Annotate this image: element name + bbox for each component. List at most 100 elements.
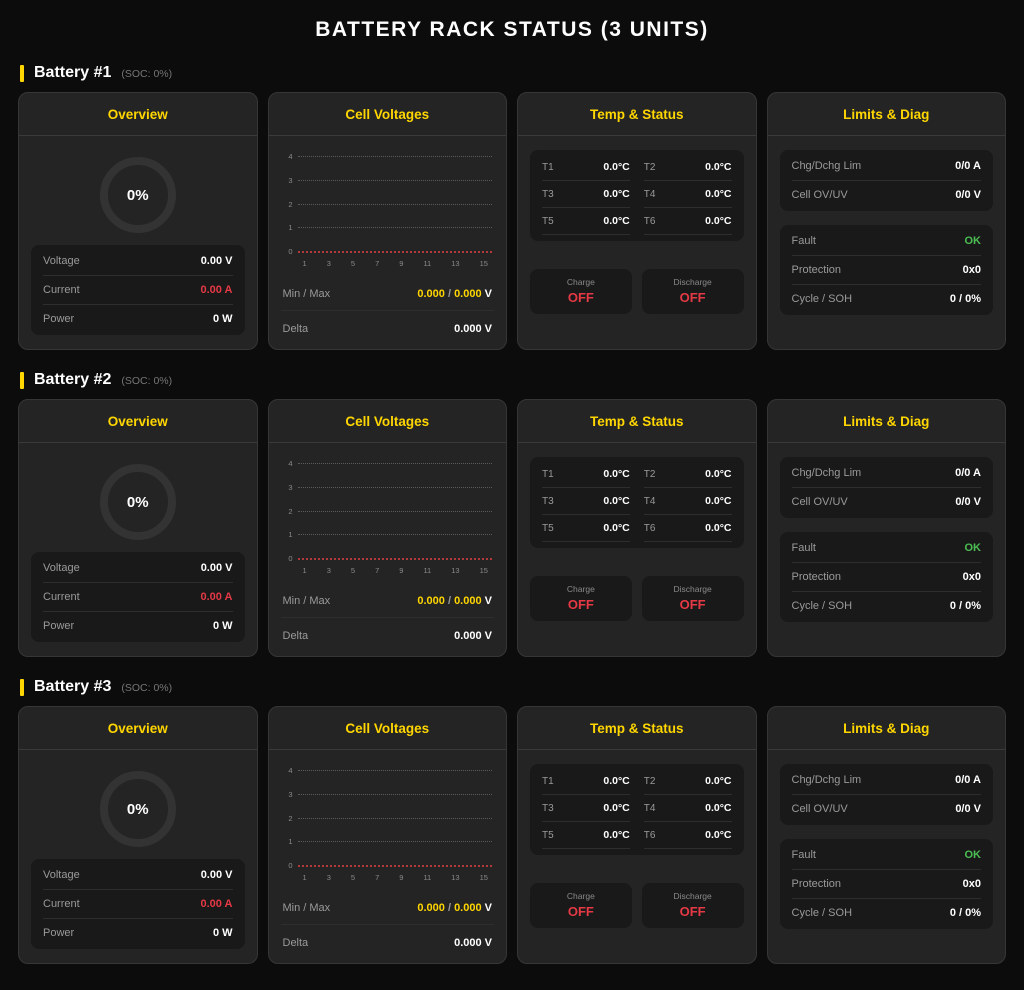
current-label: Current [43, 898, 80, 910]
x-axis-tick: 11 [423, 873, 432, 882]
temp-value: 0.0°C [705, 829, 732, 841]
max-value: 0.000 [454, 288, 482, 300]
y-axis-tick: 0 [288, 861, 293, 870]
temp-value: 0.0°C [603, 829, 630, 841]
delta-row: Delta 0.000 V [281, 925, 495, 951]
y-axis-tick: 1 [288, 837, 293, 847]
charge-status-box: Charge OFF [530, 269, 632, 314]
temp-label: T1 [542, 161, 554, 173]
delta-row: Delta 0.000 V [281, 618, 495, 644]
card-title: Limits & Diag [843, 107, 930, 122]
charge-label: Charge [566, 584, 595, 594]
card-title: Cell Voltages [345, 107, 430, 122]
temp-row: T2 0.0°C [643, 154, 732, 181]
power-value: 0 W [212, 620, 233, 632]
card-title: Temp & Status [589, 721, 684, 736]
temp-value: 0.0°C [705, 188, 732, 200]
temp-row: T3 0.0°C [542, 795, 630, 822]
x-axis-tick: 1 [302, 873, 307, 882]
card-title: Overview [107, 721, 168, 736]
cycle-soh-row: Cycle / SOH 0 / 0% [792, 592, 982, 620]
minmax-separator: / [444, 595, 455, 607]
cell-voltage-chart: 4 3 2 1 [283, 459, 492, 563]
temp-label: T6 [643, 215, 656, 227]
x-axis-tick: 5 [350, 259, 356, 268]
temp-label: T3 [542, 188, 554, 200]
minmax-value: 0.000 / 0.000 V [417, 595, 492, 607]
chg-dchg-lim-label: Chg/Dchg Lim [791, 160, 862, 172]
chg-dchg-lim-row: Chg/Dchg Lim 0/0 A [791, 766, 981, 795]
fault-label: Fault [791, 235, 816, 247]
minmax-unit: V [481, 595, 492, 607]
temp-label: T2 [643, 775, 656, 787]
x-axis-tick: 1 [302, 566, 307, 575]
temp-row: T6 0.0°C [643, 208, 732, 235]
discharge-status-box: Discharge OFF [641, 576, 744, 621]
overview-card: Overview 0% Voltage 0.00 V C [18, 399, 258, 657]
temp-label: T2 [643, 468, 656, 480]
soc-gauge: 0% [99, 464, 176, 540]
battery-section: Battery #2 (SOC: 0%) Overview 0% [18, 371, 1006, 657]
card-title: Overview [107, 414, 168, 429]
cycle-soh-row: Cycle / SOH 0 / 0% [792, 899, 982, 927]
card-title: Overview [107, 107, 168, 122]
soc-note: (SOC: 0%) [121, 68, 173, 80]
temp-label: T3 [542, 802, 554, 814]
y-axis-tick: 0 [288, 554, 293, 563]
temp-label: T4 [643, 495, 656, 507]
x-axis-tick: 13 [451, 873, 460, 882]
y-axis-tick: 1 [288, 223, 293, 233]
fault-row: Fault OK [791, 841, 981, 870]
battery-section: Battery #1 (SOC: 0%) Overview 0% [18, 64, 1006, 350]
temp-value: 0.0°C [705, 522, 732, 534]
x-axis: 1 3 5 7 9 11 13 15 [303, 873, 489, 882]
cell-voltage-chart: 4 3 2 1 [283, 152, 492, 256]
x-axis-tick: 3 [326, 566, 331, 575]
gridline [297, 841, 492, 843]
x-axis-tick: 13 [451, 566, 460, 575]
voltage-label: Voltage [43, 255, 80, 267]
discharge-status-box: Discharge OFF [641, 883, 744, 928]
delta-value: 0.000 V [454, 630, 492, 642]
temp-row: T1 0.0°C [542, 768, 630, 795]
minmax-unit: V [481, 902, 492, 914]
temp-value: 0.0°C [705, 161, 732, 173]
protection-row: Protection 0x0 [791, 256, 981, 285]
voltage-value: 0.00 V [200, 255, 233, 267]
cell-ovuv-value: 0/0 V [955, 803, 981, 815]
delta-value: 0.000 V [454, 323, 492, 335]
page-title: BATTERY RACK STATUS (3 UNITS) [315, 18, 709, 41]
max-value: 0.000 [454, 902, 482, 914]
x-axis: 1 3 5 7 9 11 13 15 [303, 566, 489, 575]
chg-dchg-lim-row: Chg/Dchg Lim 0/0 A [791, 152, 981, 181]
temp-label: T6 [643, 829, 656, 841]
voltage-value: 0.00 V [200, 562, 233, 574]
temp-value: 0.0°C [603, 495, 630, 507]
fault-row: Fault OK [791, 534, 981, 563]
minmax-unit: V [481, 288, 492, 300]
cell-voltages-card: Cell Voltages 4 3 2 [267, 706, 507, 964]
cycle-soh-value: 0 / 0% [949, 293, 981, 305]
cycle-soh-value: 0 / 0% [949, 907, 981, 919]
current-row: Current 0.00 A [43, 890, 233, 919]
battery-section: Battery #3 (SOC: 0%) Overview 0% [18, 678, 1006, 964]
temp-value: 0.0°C [603, 215, 630, 227]
charge-state: OFF [567, 597, 594, 612]
card-title: Cell Voltages [345, 721, 430, 736]
card-header: Limits & Diag [767, 400, 1005, 443]
overview-stats-panel: Voltage 0.00 V Current 0.00 A Power 0 W [31, 859, 245, 949]
discharge-state: OFF [679, 597, 706, 612]
chg-dchg-lim-label: Chg/Dchg Lim [791, 774, 862, 786]
temperature-panel: T1 0.0°C T2 0.0°C T3 0.0°C T4 [530, 764, 744, 855]
temperature-panel: T1 0.0°C T2 0.0°C T3 0.0°C T4 [530, 150, 744, 241]
cards-grid: Overview 0% Voltage 0.00 V C [18, 399, 1006, 657]
temp-value: 0.0°C [603, 522, 630, 534]
battery-section-header: Battery #1 (SOC: 0%) [20, 64, 1004, 82]
temp-value: 0.0°C [705, 775, 732, 787]
gridline [297, 203, 492, 205]
zero-voltage-series-line [297, 557, 492, 560]
card-title: Temp & Status [589, 107, 684, 122]
accent-bar [20, 64, 24, 82]
temp-value: 0.0°C [603, 188, 630, 200]
protection-value: 0x0 [962, 264, 981, 276]
